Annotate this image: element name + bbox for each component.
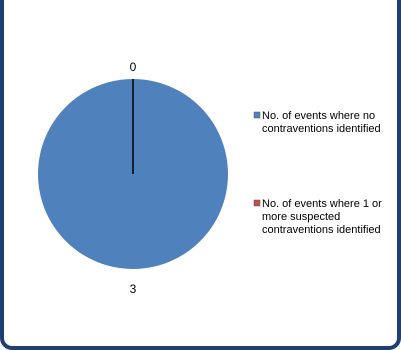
legend-label-2: more suspected: [262, 211, 340, 223]
legend-label-1: contraventions identified: [262, 123, 381, 135]
legend-label-1: No. of events where no: [262, 110, 375, 122]
legend-label-2: contraventions identified: [262, 224, 381, 236]
legend-label-2: No. of events where 1 or: [262, 198, 382, 210]
legend-swatch-2: [253, 199, 261, 207]
data-label-0: 0: [130, 60, 137, 74]
data-label-3: 3: [130, 282, 137, 296]
legend-swatch-1: [253, 111, 261, 119]
